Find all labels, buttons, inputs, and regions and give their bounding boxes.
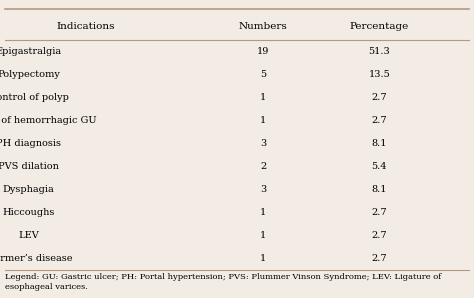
Text: Numbers: Numbers	[239, 22, 287, 31]
Text: 51.3: 51.3	[368, 47, 390, 56]
Text: Dysphagia: Dysphagia	[2, 185, 55, 194]
Text: Epigastralgia: Epigastralgia	[0, 47, 62, 56]
Text: 5.4: 5.4	[372, 162, 387, 171]
Text: 2: 2	[260, 162, 266, 171]
Text: Indications: Indications	[56, 22, 115, 31]
Text: 1: 1	[260, 254, 266, 263]
Text: 3: 3	[260, 139, 266, 148]
Text: 1: 1	[260, 208, 266, 217]
Text: 8.1: 8.1	[372, 139, 387, 148]
Text: 2.7: 2.7	[372, 254, 387, 263]
Text: Control of hemorrhagic GU: Control of hemorrhagic GU	[0, 116, 96, 125]
Text: 2.7: 2.7	[372, 208, 387, 217]
Text: 2.7: 2.7	[372, 93, 387, 102]
Text: 19: 19	[257, 47, 269, 56]
Text: Polypectomy: Polypectomy	[0, 70, 60, 79]
Text: Percentage: Percentage	[350, 22, 409, 31]
Text: 2.7: 2.7	[372, 116, 387, 125]
Text: PH diagnosis: PH diagnosis	[0, 139, 61, 148]
Text: Hiccoughs: Hiccoughs	[2, 208, 55, 217]
Text: 13.5: 13.5	[368, 70, 390, 79]
Text: PVS dilation: PVS dilation	[0, 162, 59, 171]
Text: Biermer’s disease: Biermer’s disease	[0, 254, 73, 263]
Text: Legend: GU: Gastric ulcer; PH: Portal hypertension; PVS: Plummer Vinson Syndrome: Legend: GU: Gastric ulcer; PH: Portal hy…	[5, 273, 441, 281]
Text: 5: 5	[260, 70, 266, 79]
Text: esophageal varices.: esophageal varices.	[5, 283, 88, 291]
Text: Control of polyp: Control of polyp	[0, 93, 68, 102]
Text: 1: 1	[260, 231, 266, 240]
Text: 1: 1	[260, 93, 266, 102]
Text: 2.7: 2.7	[372, 231, 387, 240]
Text: 3: 3	[260, 185, 266, 194]
Text: LEV: LEV	[18, 231, 39, 240]
Text: 1: 1	[260, 116, 266, 125]
Text: 8.1: 8.1	[372, 185, 387, 194]
